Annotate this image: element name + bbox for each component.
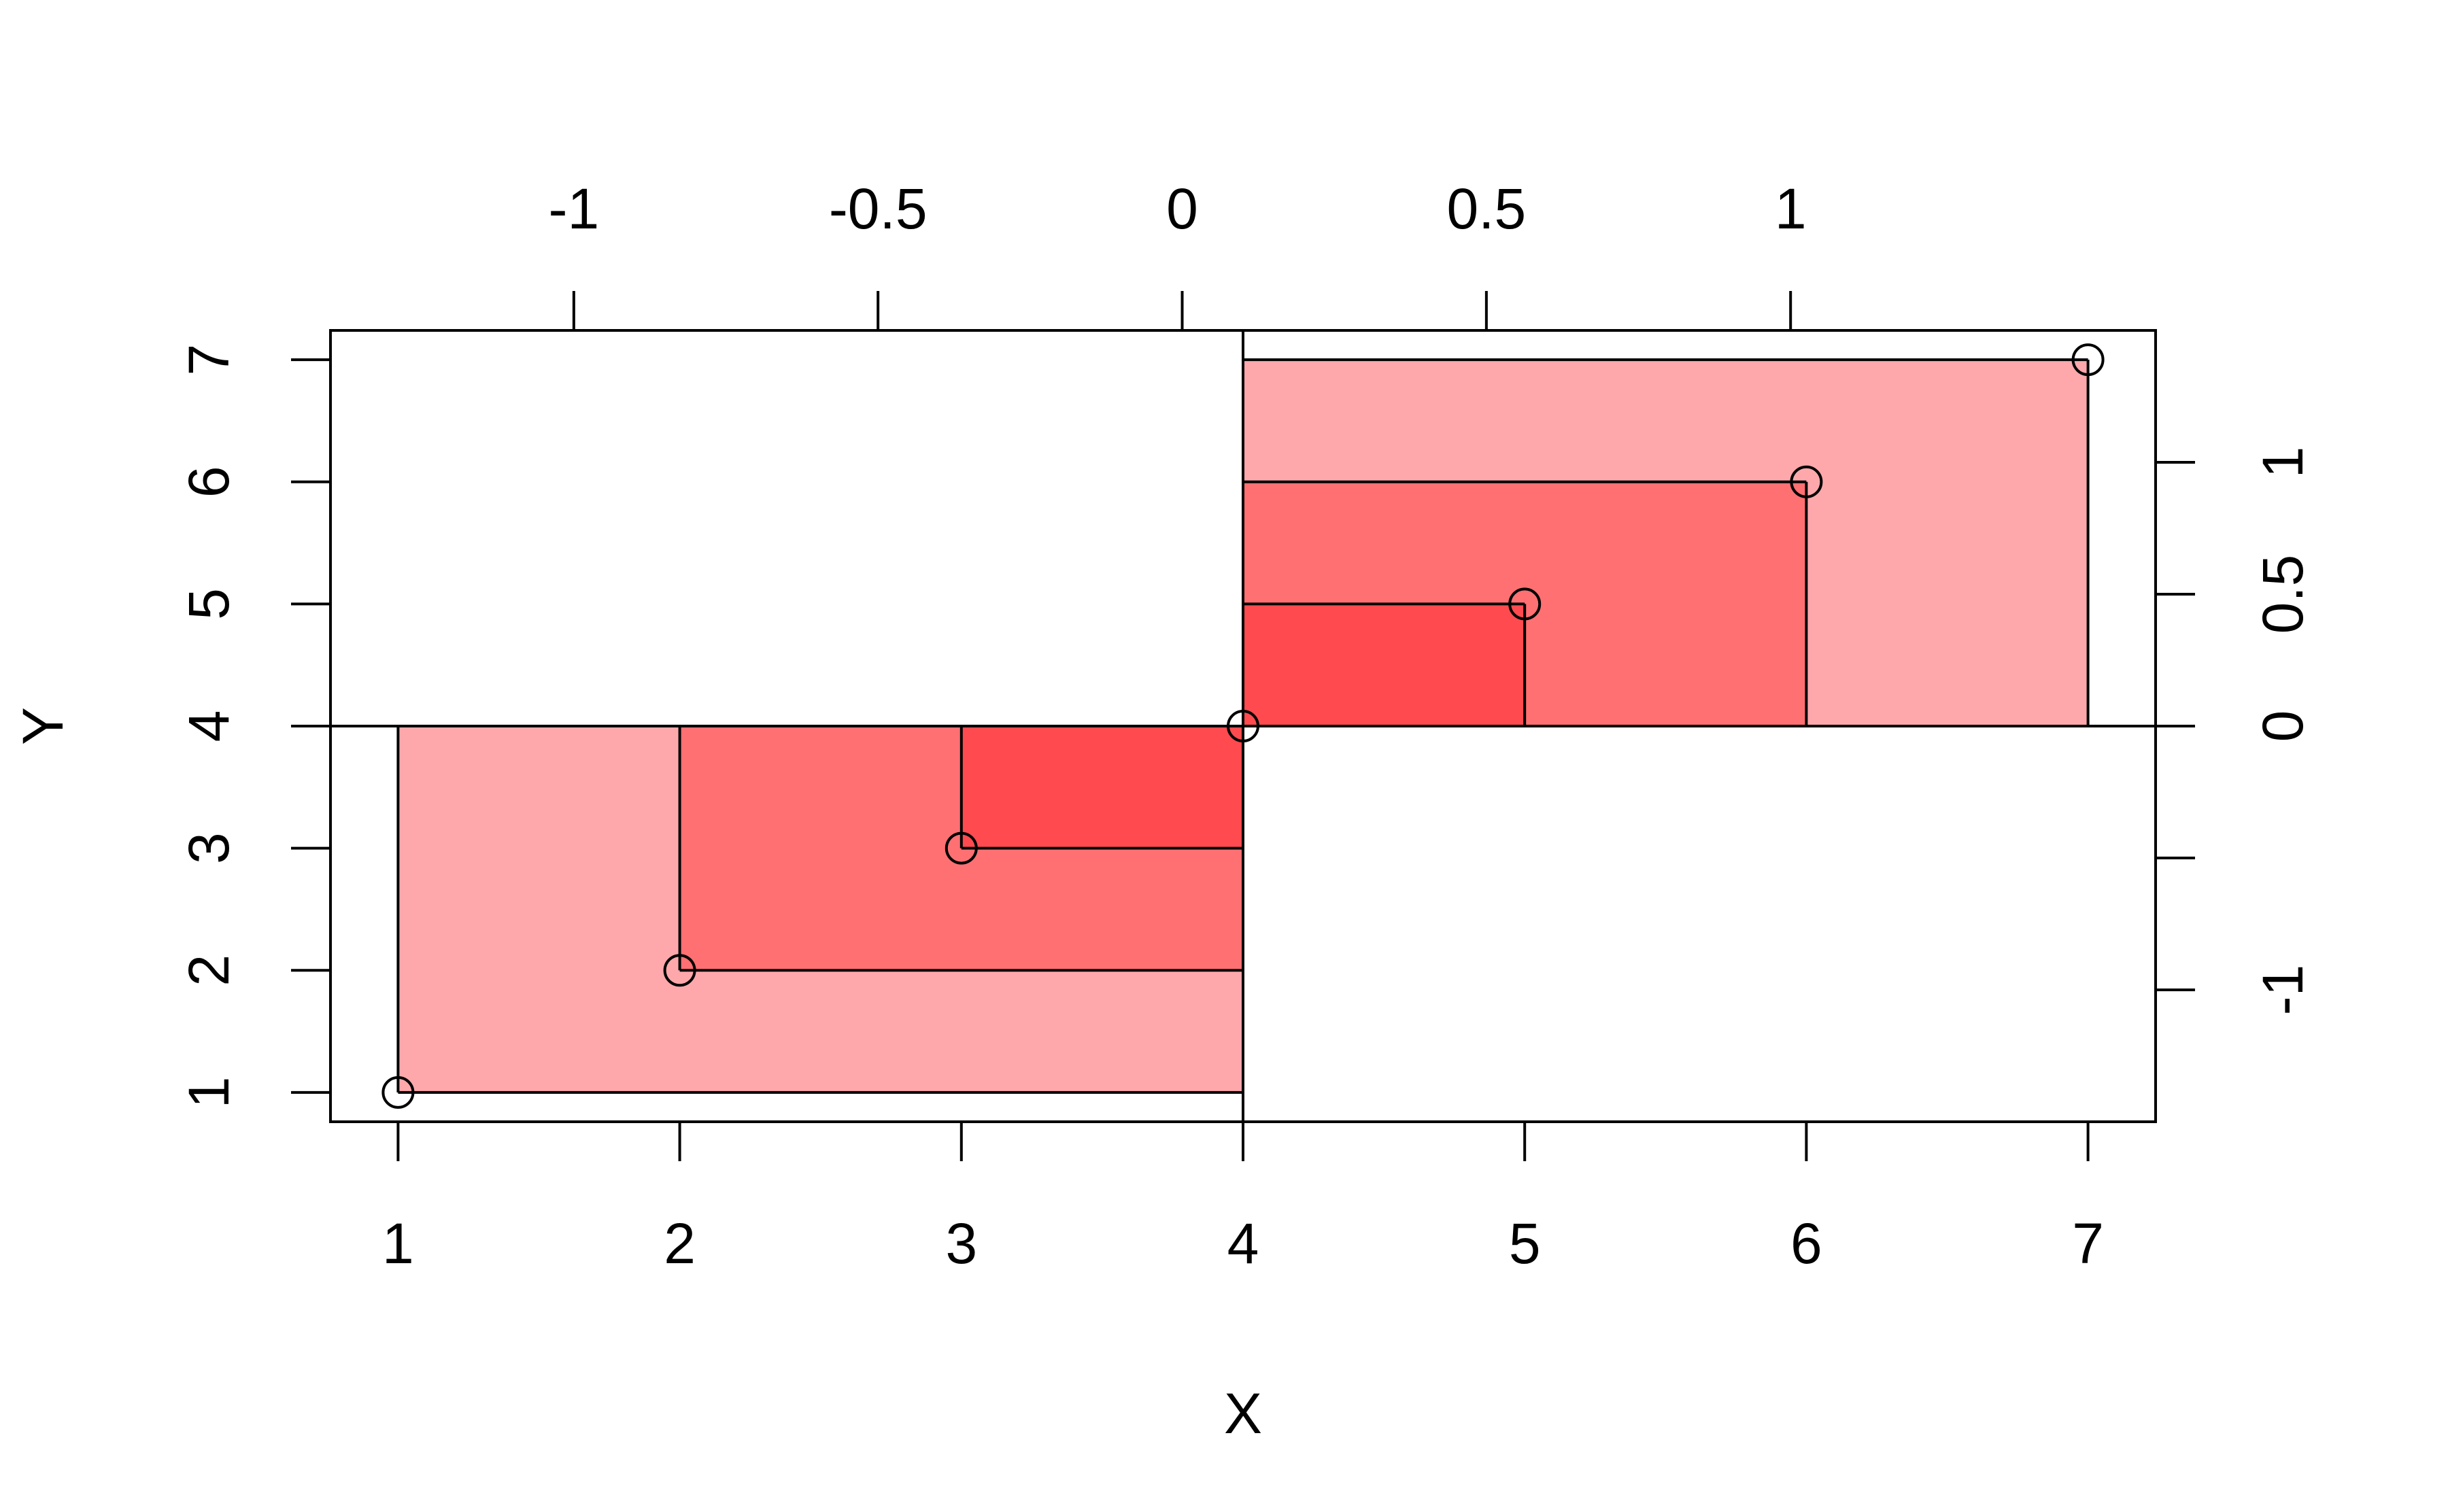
y-axis-label: Y: [11, 707, 75, 745]
right-tick-label-0: -1: [2251, 965, 2315, 1016]
top-tick-label-1: -0.5: [829, 177, 928, 241]
data-point-4: [1227, 710, 1259, 742]
reference-lines: [330, 330, 2156, 1122]
data-point-1: [381, 1076, 415, 1109]
x-tick-label-1: 1: [382, 1212, 414, 1275]
shaded-rect-6: [1243, 604, 1525, 726]
top-tick-label-4: 1: [1775, 177, 1807, 241]
bottom-axis: 1 2 3 4 5 6 7: [382, 1120, 2104, 1275]
top-tick-label-0: -1: [549, 177, 600, 241]
right-tick-label-3: 0.5: [2251, 555, 2315, 634]
y-tick-label-6: 6: [177, 466, 241, 498]
x-tick-label-6: 6: [1790, 1212, 1822, 1275]
data-point-6: [1790, 465, 1823, 498]
top-tick-label-2: 0: [1166, 177, 1198, 241]
top-axis: -1 -0.5 0 0.5 1: [549, 177, 1807, 332]
x-axis-label: X: [1224, 1381, 1262, 1445]
left-axis: 1 2 3 4 5 6 7: [177, 344, 332, 1109]
data-point-7: [2071, 343, 2105, 377]
data-point-5: [1508, 587, 1542, 621]
top-tick-label-3: 0.5: [1446, 177, 1526, 241]
y-tick-label-7: 7: [177, 344, 241, 376]
data-point-2: [663, 954, 696, 987]
y-tick-label-2: 2: [177, 955, 241, 986]
y-tick-label-4: 4: [177, 710, 241, 742]
data-point-3: [945, 831, 978, 865]
shaded-rect-3: [961, 726, 1243, 848]
y-tick-label-3: 3: [177, 832, 241, 864]
x-tick-label-4: 4: [1227, 1212, 1259, 1275]
y-tick-label-5: 5: [177, 588, 241, 620]
x-tick-label-5: 5: [1509, 1212, 1541, 1275]
data-points: [381, 343, 2105, 1109]
right-tick-label-4: 1: [2251, 447, 2315, 479]
right-axis: -1 0 0.5 1: [2154, 447, 2315, 1016]
x-tick-label-7: 7: [2072, 1212, 2104, 1275]
x-tick-label-3: 3: [945, 1212, 977, 1275]
y-tick-label-1: 1: [177, 1077, 241, 1109]
right-tick-label-2: 0: [2251, 710, 2315, 742]
x-tick-label-2: 2: [664, 1212, 696, 1275]
